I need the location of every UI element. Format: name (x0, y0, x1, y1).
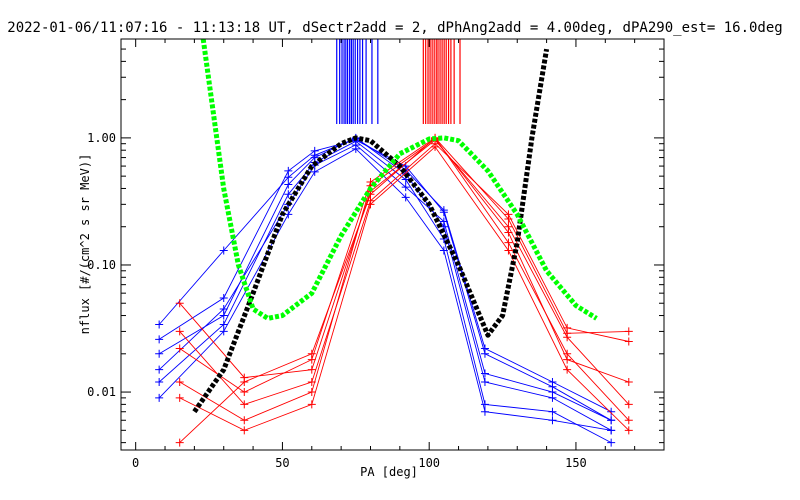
series-red (175, 39, 633, 447)
series-blue-point (284, 173, 293, 182)
series-red-point (504, 215, 513, 224)
series-blue-point (548, 407, 557, 416)
series-blue-point (607, 416, 616, 425)
series-red-curve (179, 137, 630, 421)
series-red-point (431, 142, 440, 151)
series-blue-curve (158, 137, 612, 431)
series-layer (155, 39, 633, 447)
series-blue-point (284, 190, 293, 199)
series-red-point (307, 365, 316, 374)
x-tick-label: 100 (418, 456, 440, 470)
series-green (200, 39, 598, 321)
series-red-point (624, 416, 633, 425)
series-black-line (192, 48, 550, 414)
series-blue-point (607, 426, 616, 435)
series-blue-point (480, 377, 489, 386)
series-blue (155, 39, 616, 447)
series-green-line (200, 39, 598, 321)
series-blue-point (548, 388, 557, 397)
series-red-point (240, 426, 249, 435)
chart-title: 2022-01-06/11:07:16 - 11:13:18 UT, dSect… (7, 20, 782, 36)
x-tick-label: 50 (275, 456, 289, 470)
series-blue-point (219, 305, 228, 314)
series-blue-point (284, 210, 293, 219)
series-blue-curve (158, 144, 612, 421)
series-blue-point (351, 144, 360, 153)
series-blue-point (548, 416, 557, 425)
x-tick-label: 150 (565, 456, 587, 470)
plot-frame (120, 38, 665, 451)
series-blue-point (480, 344, 489, 353)
series-red-point (563, 365, 572, 374)
series-blue-point (155, 377, 164, 386)
series-red-point (175, 393, 184, 402)
series-blue-point (155, 335, 164, 344)
series-red-point (240, 400, 249, 409)
series-red-curve (179, 137, 629, 443)
series-blue-point (219, 293, 228, 302)
series-red-point (240, 377, 249, 386)
series-blue-point (607, 407, 616, 416)
series-blue-point (219, 327, 228, 336)
series-red-point (624, 426, 633, 435)
series-blue-point (439, 206, 448, 215)
series-red-point (175, 438, 184, 447)
series-blue-curve (158, 140, 612, 443)
series-blue-point (480, 400, 489, 409)
series-red-point (175, 377, 184, 386)
series-blue-point (310, 167, 319, 176)
series-blue-point (219, 320, 228, 329)
series-blue-point (219, 246, 228, 255)
series-red-point (366, 200, 375, 209)
series-blue-point (155, 320, 164, 329)
series-red-point (175, 344, 184, 353)
series-red-curve (179, 143, 629, 405)
series-blue-point (401, 193, 410, 202)
series-red-point (240, 416, 249, 425)
series-blue-point (155, 365, 164, 374)
series-blue-point (548, 377, 557, 386)
series-blue-point (439, 217, 448, 226)
x-tick-label: 0 (132, 456, 139, 470)
series-red-point (624, 400, 633, 409)
series-red-point (240, 388, 249, 397)
series-red-point (624, 377, 633, 386)
series-blue-point (607, 438, 616, 447)
series-red-point (504, 228, 513, 237)
series-red-point (504, 246, 513, 255)
series-red-point (175, 327, 184, 336)
series-blue-point (401, 183, 410, 192)
series-black (192, 48, 550, 414)
series-red-point (307, 388, 316, 397)
y-tick-label: 1.00 (87, 131, 116, 145)
series-red-point (563, 355, 572, 364)
series-red-point (624, 327, 633, 336)
y-tick-label: 0.10 (87, 258, 116, 272)
series-red-curve (179, 138, 629, 421)
series-blue-point (284, 180, 293, 189)
series-blue-point (480, 369, 489, 378)
series-blue-point (310, 151, 319, 160)
series-red-point (307, 349, 316, 358)
series-red-point (563, 329, 572, 338)
series-blue-point (480, 407, 489, 416)
series-red-point (624, 337, 633, 346)
series-blue-point (155, 349, 164, 358)
series-red-point (175, 299, 184, 308)
series-red-curve (179, 146, 630, 431)
series-blue-curve (158, 139, 612, 421)
y-axis-label: nflux [#/(cm^2 s sr MeV)] (78, 154, 92, 335)
x-axis-label: PA [deg] (360, 465, 418, 479)
series-red-point (307, 400, 316, 409)
series-blue-curve (158, 137, 612, 413)
series-blue-point (155, 393, 164, 402)
axis-layer: 0 50 100 150 0.01 0.10 1.00 (87, 38, 664, 470)
series-red-point (504, 238, 513, 247)
series-blue-point (439, 246, 448, 255)
y-tick-label: 0.01 (87, 385, 116, 399)
